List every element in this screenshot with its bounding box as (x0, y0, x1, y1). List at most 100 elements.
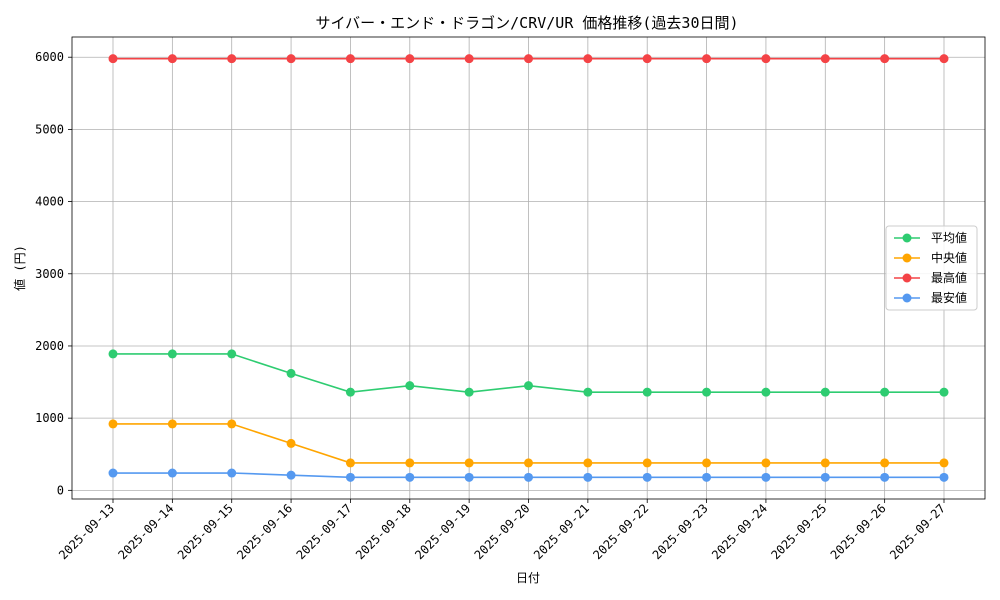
data-point (167, 468, 177, 478)
data-point (405, 458, 415, 468)
data-point (167, 349, 177, 359)
data-point (464, 387, 474, 397)
data-point (345, 387, 355, 397)
data-point (464, 472, 474, 482)
y-axis-label: 値 (円) (12, 245, 27, 291)
chart-title: サイバー・エンド・ドラゴン/CRV/UR 価格推移(過去30日間) (315, 14, 738, 32)
data-point (405, 381, 415, 391)
x-tick-label: 2025-09-14 (115, 501, 176, 562)
data-point (464, 54, 474, 64)
series-平均値 (108, 349, 949, 397)
series-最安値 (108, 468, 949, 482)
x-tick-label: 2025-09-15 (175, 501, 236, 562)
data-point (345, 472, 355, 482)
data-point (286, 54, 296, 64)
data-point (286, 470, 296, 480)
y-tick-label: 5000 (35, 122, 64, 136)
y-tick-label: 0 (57, 483, 64, 497)
x-tick-label: 2025-09-19 (412, 501, 473, 562)
data-point (880, 54, 890, 64)
data-point (464, 458, 474, 468)
data-point (761, 54, 771, 64)
x-tick-label: 2025-09-16 (234, 501, 295, 562)
data-point (880, 472, 890, 482)
x-tick-label: 2025-09-25 (768, 501, 829, 562)
data-point (880, 458, 890, 468)
data-point (939, 54, 949, 64)
data-point (167, 54, 177, 64)
y-tick-label: 3000 (35, 267, 64, 281)
series-中央値 (108, 419, 949, 468)
data-point (761, 458, 771, 468)
data-point (939, 472, 949, 482)
data-point (702, 458, 712, 468)
data-point (345, 54, 355, 64)
legend-marker (902, 253, 912, 263)
data-point (761, 472, 771, 482)
y-tick-label: 1000 (35, 411, 64, 425)
legend-box (885, 225, 978, 311)
data-point (820, 472, 830, 482)
data-point (108, 349, 118, 359)
data-point (642, 458, 652, 468)
y-axis: 0 1000 2000 3000 4000 5000 6000 (35, 50, 72, 497)
x-tick-label: 2025-09-26 (828, 501, 889, 562)
data-point (405, 54, 415, 64)
y-tick-label: 2000 (35, 339, 64, 353)
data-point (642, 54, 652, 64)
data-point (880, 387, 890, 397)
data-point (702, 472, 712, 482)
series-最高値 (108, 54, 949, 64)
data-point (286, 368, 296, 378)
x-axis: 2025-09-132025-09-142025-09-152025-09-16… (56, 499, 948, 562)
x-tick-label: 2025-09-27 (887, 501, 948, 562)
data-point (583, 54, 593, 64)
legend-marker (902, 293, 912, 303)
legend-label: 最高値 (931, 270, 967, 285)
data-point (642, 472, 652, 482)
legend-label: 最安値 (931, 290, 967, 305)
data-point (761, 387, 771, 397)
data-point (524, 458, 533, 468)
data-point (286, 438, 296, 448)
data-point (524, 54, 533, 64)
y-tick-label: 6000 (35, 50, 64, 64)
data-point (345, 458, 355, 468)
data-point (227, 419, 237, 429)
x-axis-label: 日付 (516, 571, 540, 585)
data-point (583, 458, 593, 468)
data-point (227, 468, 237, 478)
data-point (108, 419, 118, 429)
data-point (702, 387, 712, 397)
legend-marker (902, 233, 912, 243)
data-point (702, 54, 712, 64)
grid (72, 37, 985, 499)
data-point (167, 419, 177, 429)
data-point (524, 381, 533, 391)
data-point (108, 468, 118, 478)
series-layer (108, 54, 949, 482)
legend-label: 平均値 (931, 230, 967, 245)
x-tick-label: 2025-09-20 (472, 501, 533, 562)
data-point (642, 387, 652, 397)
data-point (108, 54, 118, 64)
x-tick-label: 2025-09-18 (353, 501, 414, 562)
data-point (405, 472, 415, 482)
data-point (820, 387, 830, 397)
x-tick-label: 2025-09-21 (531, 501, 592, 562)
legend-marker (902, 273, 912, 283)
legend-label: 中央値 (931, 250, 967, 265)
data-point (820, 54, 830, 64)
x-tick-label: 2025-09-23 (650, 501, 711, 562)
x-tick-label: 2025-09-13 (56, 501, 117, 562)
x-tick-label: 2025-09-24 (709, 501, 770, 562)
data-point (583, 472, 593, 482)
data-point (227, 54, 237, 64)
x-tick-label: 2025-09-22 (590, 501, 651, 562)
data-point (583, 387, 593, 397)
data-point (820, 458, 830, 468)
data-point (939, 458, 949, 468)
data-point (939, 387, 949, 397)
